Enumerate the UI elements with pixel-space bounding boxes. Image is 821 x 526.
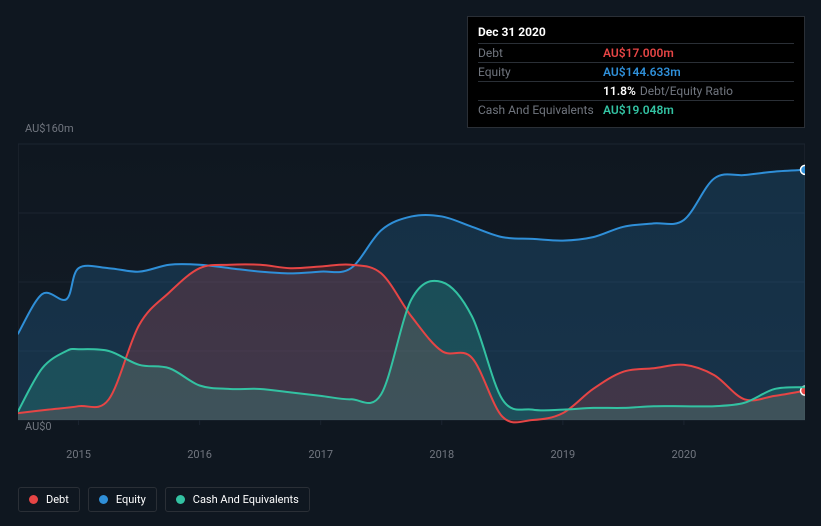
x-axis-tick: 2017 [308, 448, 333, 461]
x-axis-tick: 2016 [187, 448, 212, 461]
tooltip-row-value: 11.8%Debt/Equity Ratio [603, 84, 733, 98]
legend-item-label: Debt [46, 493, 69, 506]
x-axis-tick: 2015 [66, 448, 91, 461]
y-axis-label-max: AU$160m [25, 122, 74, 135]
tooltip-date: Dec 31 2020 [478, 23, 794, 43]
tooltip-row-label: Debt [478, 46, 603, 60]
legend-dot-icon [176, 495, 185, 504]
chart-svg [18, 138, 805, 440]
tooltip-row-label: Cash And Equivalents [478, 103, 603, 117]
legend-dot-icon [99, 495, 108, 504]
tooltip-row-label [478, 84, 603, 98]
chart-legend: Debt Equity Cash And Equivalents [18, 487, 310, 512]
legend-item-label: Cash And Equivalents [193, 493, 299, 506]
legend-item-debt[interactable]: Debt [18, 487, 80, 512]
chart-panel[interactable] [18, 138, 805, 440]
legend-item-cash[interactable]: Cash And Equivalents [165, 487, 310, 512]
x-axis-tick: 2020 [672, 448, 697, 461]
x-axis-tick: 2019 [550, 448, 575, 461]
tooltip-row-label: Equity [478, 65, 603, 79]
x-axis: 2015 2016 2017 2018 2019 2020 [18, 448, 805, 468]
x-axis-tick: 2018 [429, 448, 454, 461]
legend-dot-icon [29, 495, 38, 504]
chart-tooltip: Dec 31 2020 DebtAU$17.000mEquityAU$144.6… [467, 16, 805, 128]
tooltip-row: 11.8%Debt/Equity Ratio [478, 81, 794, 100]
tooltip-row: Cash And EquivalentsAU$19.048m [478, 100, 794, 119]
tooltip-row: EquityAU$144.633m [478, 62, 794, 81]
tooltip-row: DebtAU$17.000m [478, 43, 794, 62]
legend-item-equity[interactable]: Equity [88, 487, 157, 512]
tooltip-row-value: AU$19.048m [603, 103, 674, 117]
tooltip-row-value: AU$144.633m [603, 65, 681, 79]
tooltip-row-value: AU$17.000m [603, 46, 674, 60]
legend-item-label: Equity [116, 493, 146, 506]
